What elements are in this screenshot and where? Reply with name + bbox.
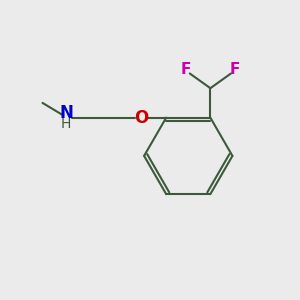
- Text: F: F: [229, 62, 240, 77]
- Text: H: H: [61, 117, 71, 131]
- Text: O: O: [134, 109, 148, 127]
- Text: F: F: [181, 62, 191, 77]
- Text: N: N: [59, 104, 73, 122]
